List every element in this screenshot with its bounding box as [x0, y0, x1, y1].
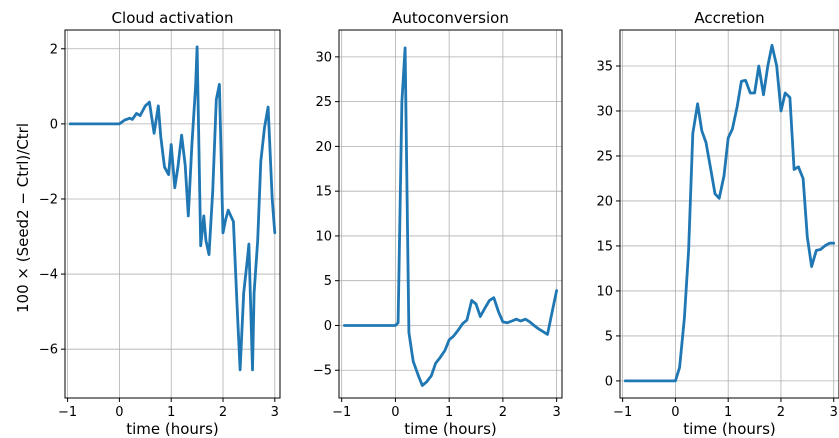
y-tick-label: 30	[596, 104, 613, 119]
y-tick-label: 2	[50, 42, 58, 57]
x-tick-label: 0	[671, 405, 679, 420]
y-tick-label: 20	[315, 140, 332, 155]
x-tick-label: 2	[499, 405, 507, 420]
x-tick-label: 1	[445, 405, 453, 420]
y-tick-label: 20	[596, 194, 613, 209]
y-tick-label: 15	[315, 185, 332, 200]
chart-title: Cloud activation	[112, 9, 234, 27]
x-tick-label: 3	[830, 405, 838, 420]
x-axis-label: time (hours)	[126, 420, 219, 438]
x-tick-label: 0	[391, 405, 399, 420]
y-tick-label: 15	[596, 239, 613, 254]
y-tick-label: 10	[596, 284, 613, 299]
x-tick-label: 3	[271, 405, 279, 420]
series-line-1	[343, 46, 558, 387]
x-tick-label: 0	[115, 405, 123, 420]
plot-frame	[64, 29, 281, 399]
y-axis-label: 100 × (Seed2 − Ctrl)/Ctrl	[14, 123, 32, 313]
chart-title: Accretion	[694, 9, 764, 27]
y-tick-label: 25	[315, 95, 332, 110]
x-tick-label: −1	[332, 405, 351, 420]
series-line-1	[623, 43, 836, 383]
x-axis-label: time (hours)	[683, 420, 776, 438]
y-tick-label: −5	[313, 364, 332, 379]
y-tick-label: 0	[324, 319, 332, 334]
x-tick-label: 1	[167, 405, 175, 420]
y-tick-label: 30	[315, 50, 332, 65]
x-tick-label: 1	[724, 405, 732, 420]
y-tick-label: −4	[39, 268, 58, 283]
x-tick-label: −1	[613, 405, 632, 420]
y-tick-label: 25	[596, 149, 613, 164]
plot-frame	[338, 29, 563, 399]
chart-title: Autoconversion	[392, 9, 509, 27]
y-tick-label: 35	[596, 59, 613, 74]
y-tick-label: 0	[50, 117, 58, 132]
x-tick-label: −1	[58, 405, 77, 420]
chart-panel-1: −1 0 1 2 3 −6 −4 −2 0 2 Cloud activation time (hour…	[39, 9, 281, 438]
series-line-1	[68, 45, 277, 372]
x-tick-label: 2	[777, 405, 785, 420]
x-tick-label: 3	[552, 405, 560, 420]
y-tick-label: 5	[605, 329, 613, 344]
x-axis-label: time (hours)	[404, 420, 497, 438]
y-tick-label: −2	[39, 192, 58, 207]
y-tick-label: 0	[605, 374, 613, 389]
x-tick-label: 2	[219, 405, 227, 420]
plot-frame	[619, 29, 839, 399]
chart-panel-2: −1 0 1 2 3 −5 0 5 10 15 20 25 30 Autoconversion time (…	[313, 9, 563, 438]
y-tick-label: 10	[315, 229, 332, 244]
y-tick-label: 5	[324, 274, 332, 289]
y-tick-label: −6	[39, 343, 58, 358]
